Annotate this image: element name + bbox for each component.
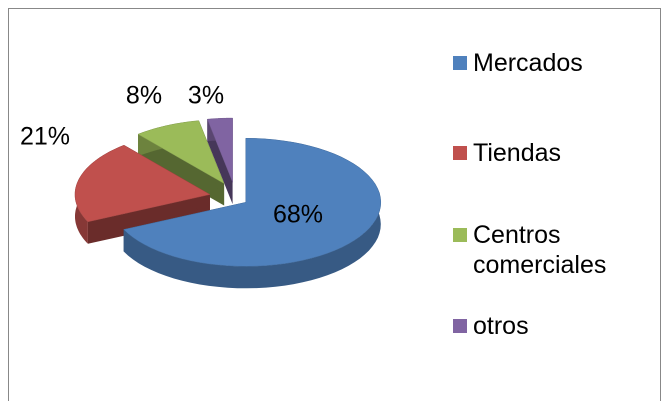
slice-top xyxy=(206,117,233,183)
legend-swatch xyxy=(453,56,467,70)
pie-slice xyxy=(137,120,225,206)
legend-swatch xyxy=(453,146,467,160)
legend-entry: Centros comerciales xyxy=(453,220,643,280)
legend-label: Centros comerciales xyxy=(473,221,607,279)
legend-label: Tiendas xyxy=(473,139,562,167)
slice-side xyxy=(87,194,210,244)
data-label: 8% xyxy=(126,82,162,110)
slice-top xyxy=(74,144,211,223)
data-label: 68% xyxy=(273,201,323,229)
slice-top xyxy=(137,120,225,185)
data-label: 3% xyxy=(188,82,224,110)
legend-swatch xyxy=(453,319,467,333)
slice-top xyxy=(123,138,382,267)
legend-entry: otros xyxy=(453,311,643,341)
legend-entry: Mercados xyxy=(453,48,643,78)
legend-label: otros xyxy=(473,312,529,340)
data-label: 21% xyxy=(20,123,70,151)
legend-label: Mercados xyxy=(473,49,583,77)
chart-border xyxy=(8,8,661,401)
pie-slice xyxy=(123,138,382,289)
pie-slice xyxy=(206,117,233,205)
pie-slice xyxy=(74,144,211,244)
legend-entry: Tiendas xyxy=(453,138,643,168)
legend-swatch xyxy=(453,228,467,242)
slice-side xyxy=(138,134,225,206)
